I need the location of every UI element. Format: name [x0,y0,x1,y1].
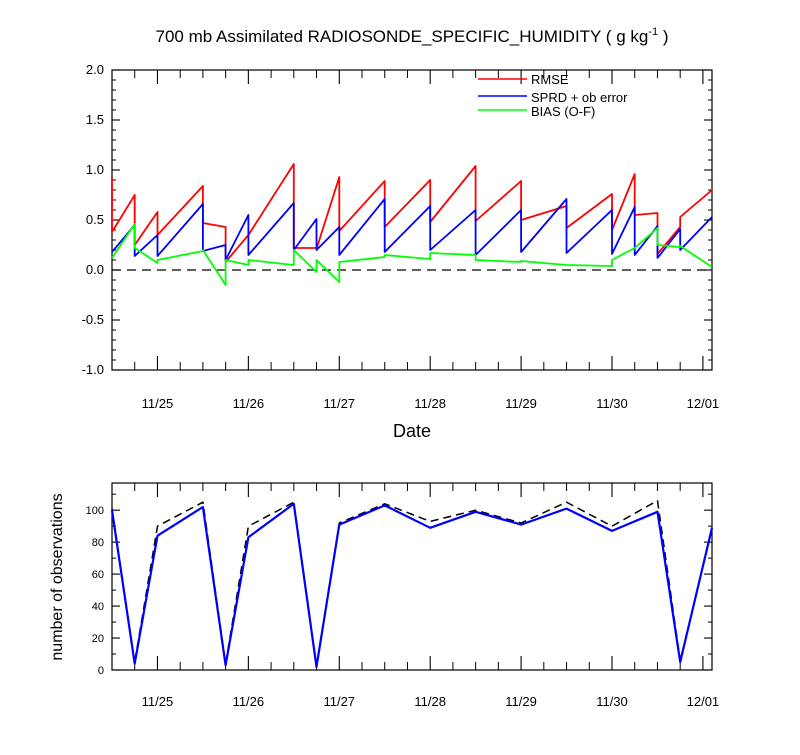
y-tick-label: 60 [92,569,104,581]
y-tick-label: -1.0 [82,362,104,377]
series-line-bias-o-f [111,223,713,286]
bottom-y-axis-title: number of observations [49,493,66,660]
bottom-plot-frame [111,482,713,671]
bottom-y-axis: 0 20 40 60 80 100 [86,493,712,677]
legend-label-sprd: SPRD + ob error [531,90,628,105]
x-tick-label: 11/27 [323,396,355,411]
series-line-sprd-ob-error [111,198,713,261]
legend-label-bias: BIAS (O-F) [531,104,595,119]
x-tick-label: 11/25 [142,396,174,411]
y-tick-label: 40 [92,601,104,613]
series-line-assimilated [110,502,714,668]
x-tick-label: 12/01 [687,396,720,411]
x-tick-label: 11/29 [505,694,537,709]
top-series [111,163,713,286]
x-tick-label: 11/26 [233,396,265,411]
y-tick-label: 1.0 [86,162,104,177]
legend: RMSE SPRD + ob error BIAS (O-F) [478,72,628,119]
y-tick-label: 20 [92,633,104,645]
x-tick-label: 12/01 [687,694,720,709]
y-tick-label: 0 [98,665,104,677]
bottom-x-axis: 11/25 11/26 11/27 11/28 11/29 11/30 12/01 [134,483,720,709]
top-x-axis: 11/25 11/26 11/27 11/28 11/29 11/30 12/01 [134,70,720,411]
x-tick-label: 11/26 [233,694,265,709]
y-tick-label: 1.5 [86,112,104,127]
y-tick-label: 80 [92,537,104,549]
x-tick-label: 11/25 [142,694,174,709]
bottom-series [110,499,714,668]
x-tick-label: 11/29 [505,396,537,411]
y-tick-label: 100 [86,505,104,517]
y-tick-label: -0.5 [82,312,104,327]
top-y-axis: -1.0 -0.5 0.0 0.5 1.0 1.5 2.0 [82,62,712,377]
x-tick-label: 11/30 [596,396,628,411]
top-chart: -1.0-0.50.00.51.01.52.0 11/25 11/26 11/27 1… [82,62,720,411]
legend-label-rmse: RMSE [531,72,569,87]
x-tick-label: 11/28 [414,396,446,411]
x-tick-label: 11/28 [414,694,446,709]
y-tick-label: 2.0 [86,62,104,77]
y-tick-label: 0.0 [86,262,104,277]
y-tick-label: 0.5 [86,212,104,227]
series-line-possible [111,499,713,666]
x-axis-title: Date [393,421,431,441]
x-tick-label: 11/27 [323,694,355,709]
chart-title: 700 mb Assimilated RADIOSONDE_SPECIFIC_H… [156,26,669,46]
x-tick-label: 11/30 [596,694,628,709]
